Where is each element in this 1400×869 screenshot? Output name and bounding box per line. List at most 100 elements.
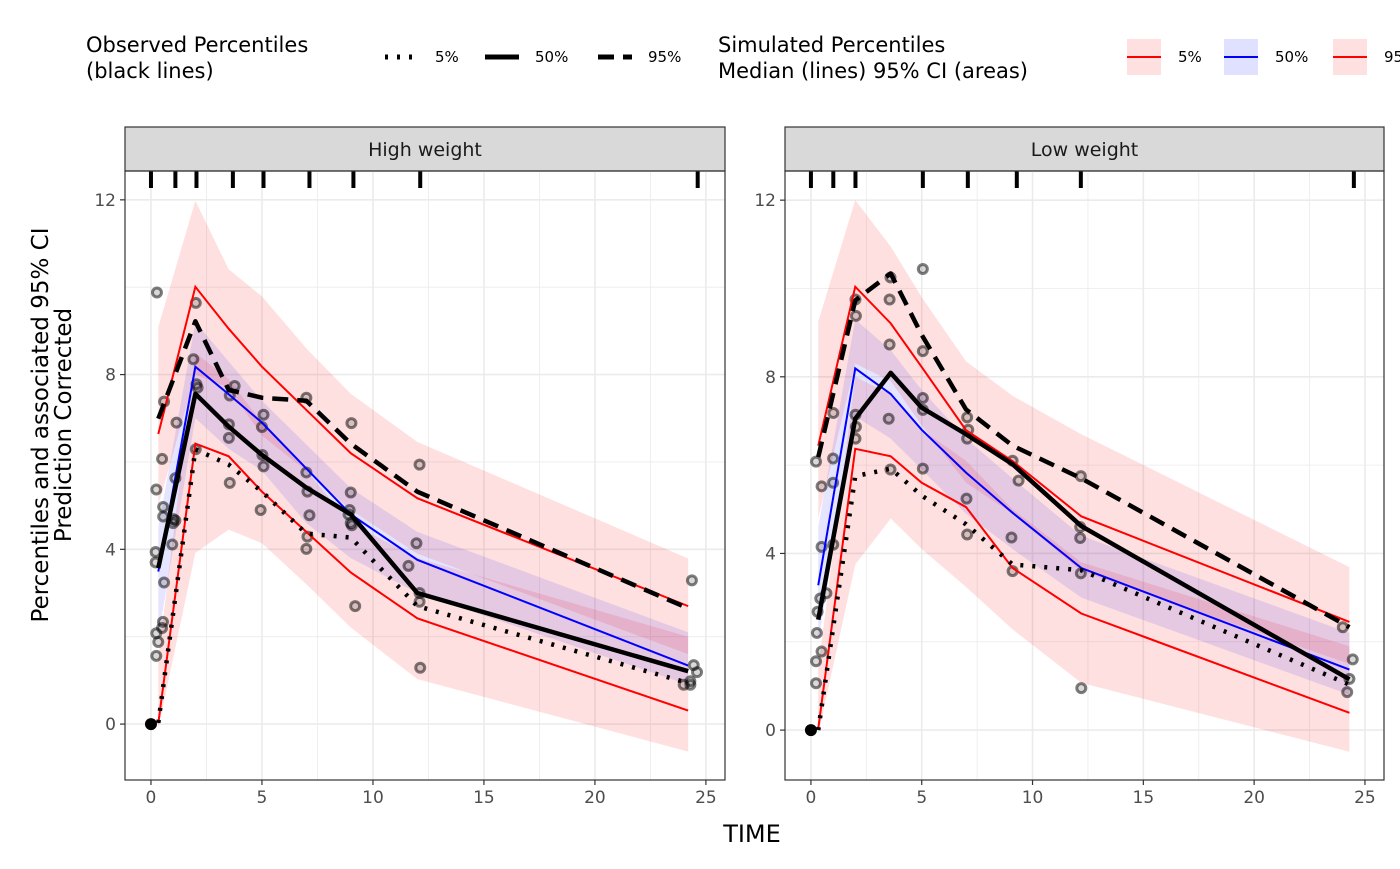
observed-point [414, 661, 427, 674]
observed-point [257, 460, 270, 473]
observed-line-p5 [156, 447, 689, 724]
sim-median-line-p95 [817, 284, 1350, 623]
legend-simulated-label: 50% [1275, 48, 1308, 66]
observed-point [827, 452, 840, 465]
x-tick-label: 0 [146, 788, 157, 808]
observed-point [222, 431, 235, 444]
facet-strip-label: Low weight [1031, 139, 1139, 161]
observed-point [402, 559, 415, 572]
observed-point-origin [804, 724, 817, 737]
observed-point [300, 542, 313, 555]
legend-observed-subtitle: (black lines) [86, 59, 214, 83]
observed-point [916, 263, 929, 276]
observed-line-p50 [816, 370, 1351, 682]
observed-point [1346, 653, 1359, 666]
plot-area [785, 171, 1384, 780]
observed-point [810, 455, 823, 468]
observed-point [684, 678, 697, 691]
observed-point [223, 476, 236, 489]
observed-point [345, 417, 358, 430]
observed-point [849, 309, 862, 322]
observed-point [815, 480, 828, 493]
sim-median-line-p5 [817, 447, 1350, 729]
observed-point [1074, 470, 1087, 483]
y-tick-label: 0 [765, 721, 776, 741]
x-tick-label: 25 [695, 788, 717, 808]
observed-point [1074, 531, 1087, 544]
observed-point [344, 486, 357, 499]
sim-ci-band-p5 [158, 352, 689, 752]
panel-border [784, 170, 1385, 781]
legend-observed-title: Observed Percentiles [86, 33, 308, 57]
y-tick-label: 8 [765, 368, 776, 388]
observed-point [685, 574, 698, 587]
observed-point [150, 649, 163, 662]
y-axis-label-line2: Prediction Corrected [51, 308, 77, 542]
observed-point [1075, 682, 1088, 695]
observed-point [883, 338, 896, 351]
observed-point [166, 538, 179, 551]
observed-point [158, 576, 171, 589]
observed-point [810, 655, 823, 668]
x-tick-label: 10 [1022, 788, 1044, 808]
x-tick-label: 0 [806, 788, 817, 808]
observed-point [1336, 621, 1349, 634]
y-tick-label: 4 [765, 544, 776, 564]
observed-point [345, 519, 358, 532]
sim-median-line-p95 [157, 284, 689, 608]
legend: Observed Percentiles (black lines) Simul… [86, 33, 1400, 83]
observed-point [916, 345, 929, 358]
observed-point [157, 500, 170, 513]
observed-line-p95 [156, 319, 690, 611]
observed-point [827, 407, 840, 420]
y-tick-label: 12 [754, 191, 776, 211]
legend-simulated-subtitle: Median (lines) 95% CI (areas) [718, 59, 1028, 83]
legend-observed-label: 50% [535, 48, 568, 66]
y-tick-label: 0 [105, 715, 116, 735]
plot-area [125, 171, 725, 780]
x-tick-label: 20 [1243, 788, 1265, 808]
x-axis-label: TIME [722, 820, 781, 848]
observed-point [1005, 531, 1018, 544]
panel-border [124, 170, 726, 781]
x-tick-label: 20 [584, 788, 606, 808]
sim-ci-band-p95 [158, 200, 689, 655]
observed-point [961, 528, 974, 541]
observed-point [916, 391, 929, 404]
observed-point [191, 381, 204, 394]
observed-point [187, 353, 200, 366]
observed-point [691, 666, 704, 679]
observed-point [960, 492, 973, 505]
observed-point [1341, 686, 1354, 699]
y-tick-label: 12 [94, 191, 116, 211]
sim-ci-band-p50 [158, 322, 689, 685]
y-tick-label: 4 [105, 540, 116, 560]
x-tick-label: 10 [362, 788, 384, 808]
panel-high-weight: High weight 0 5 10 15 20 25 0 4 8 12 [94, 126, 726, 808]
observed-line-p5 [816, 466, 1351, 731]
legend-simulated-label: 5% [1178, 48, 1202, 66]
observed-point [882, 412, 895, 425]
legend-observed-label: 5% [435, 48, 459, 66]
observed-point [349, 600, 362, 613]
facet-strip [124, 126, 726, 172]
sim-ci-band-p95 [818, 200, 1350, 664]
observed-point [156, 452, 169, 465]
legend-observed-label: 95% [648, 48, 681, 66]
x-tick-label: 25 [1354, 788, 1376, 808]
observed-point [413, 595, 426, 608]
facet-strip [784, 126, 1385, 172]
observed-point [961, 411, 974, 424]
legend-simulated-label: 95% [1384, 48, 1400, 66]
panel-low-weight: Low weight 0 5 10 15 20 25 0 4 8 12 [754, 126, 1385, 808]
observed-point [883, 293, 896, 306]
observed-point [152, 635, 165, 648]
observed-point-origin [144, 718, 157, 731]
x-tick-label: 15 [1133, 788, 1155, 808]
y-tick-label: 8 [105, 366, 116, 386]
x-tick-label: 5 [257, 788, 268, 808]
observed-point [810, 626, 823, 639]
observed-point [257, 408, 270, 421]
sim-median-line-p50 [157, 364, 689, 667]
